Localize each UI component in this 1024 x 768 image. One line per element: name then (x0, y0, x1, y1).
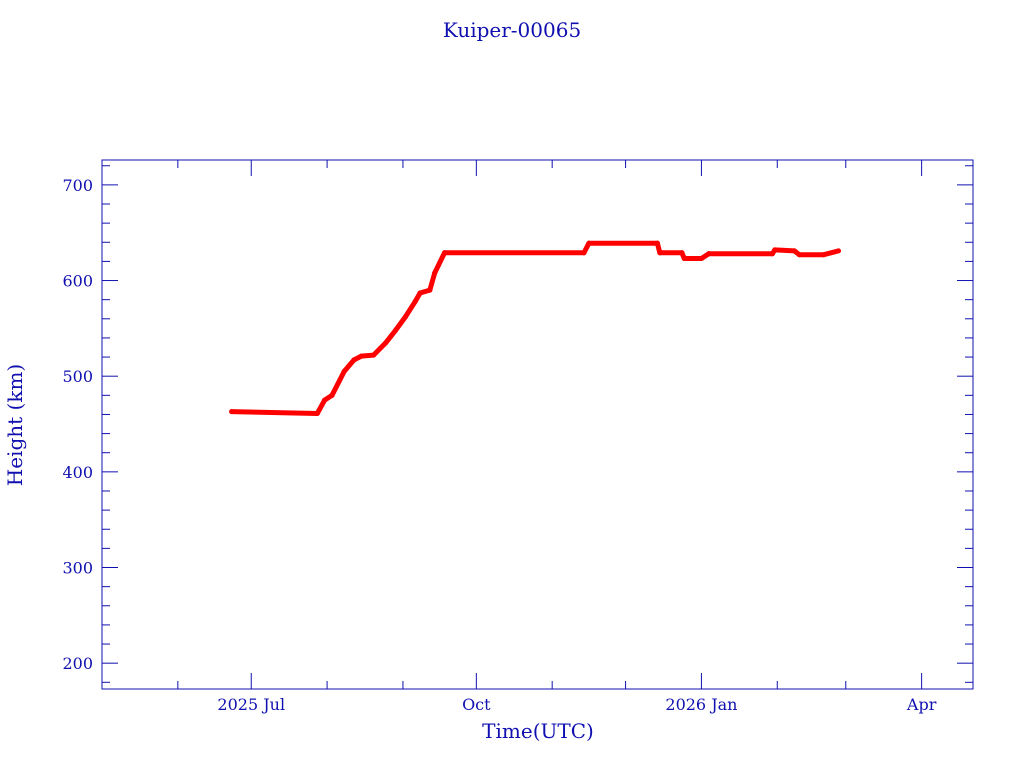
series-segment (329, 368, 347, 398)
chart-title: Kuiper-00065 (443, 18, 581, 42)
series-layer (229, 240, 841, 416)
y-tick-label: 600 (62, 272, 93, 291)
series-segment (821, 248, 841, 258)
series-segment (432, 250, 448, 276)
data-point (432, 270, 438, 276)
series-segment (383, 327, 399, 346)
data-point (698, 256, 704, 262)
y-tick-label: 200 (62, 654, 93, 673)
series-segment (427, 270, 438, 293)
series-segment (341, 357, 357, 374)
data-point (383, 340, 389, 346)
data-point (796, 252, 802, 258)
x-tick-label: Apr (906, 695, 937, 714)
series-segment (229, 409, 320, 416)
data-point (229, 409, 235, 415)
y-tick-label: 500 (62, 367, 93, 386)
data-point (314, 410, 320, 416)
data-point (427, 287, 433, 293)
series-segment (314, 397, 328, 416)
y-tick-label: 400 (62, 463, 93, 482)
data-point (412, 299, 418, 305)
data-point (835, 248, 841, 254)
data-point (417, 290, 423, 296)
data-point (358, 353, 364, 359)
data-point (772, 247, 778, 253)
data-point (706, 251, 712, 257)
series-segment (772, 247, 797, 254)
data-point (679, 250, 685, 256)
data-point (393, 327, 399, 333)
data-point (581, 250, 587, 256)
data-point (791, 248, 797, 254)
data-point (681, 256, 687, 262)
data-point (341, 368, 347, 374)
plot-frame (101, 159, 974, 690)
y-axis-label: Height (km) (3, 364, 27, 486)
x-tick-label: 2025 Jul (217, 695, 285, 714)
y-tick-label: 300 (62, 559, 93, 578)
series-segment (393, 314, 408, 333)
data-point (329, 392, 335, 398)
data-point (654, 240, 660, 246)
series-segment (402, 299, 418, 320)
data-point (769, 251, 775, 257)
data-point (371, 352, 377, 358)
x-axis-label: Time(UTC) (482, 719, 594, 743)
x-tick-label: 2026 Jan (665, 695, 737, 714)
data-point (322, 397, 328, 403)
data-point (586, 240, 592, 246)
axis-ticks: 2025 Jul Oct 2026 Jan Apr 200 300 400 500 600 700 (62, 160, 973, 714)
y-tick-label: 700 (62, 176, 93, 195)
data-point (351, 357, 357, 363)
x-tick-label: Oct (462, 695, 491, 714)
data-point (657, 250, 663, 256)
data-point (821, 252, 827, 258)
series-segment (371, 340, 389, 358)
data-point (442, 250, 448, 256)
data-point (402, 314, 408, 320)
